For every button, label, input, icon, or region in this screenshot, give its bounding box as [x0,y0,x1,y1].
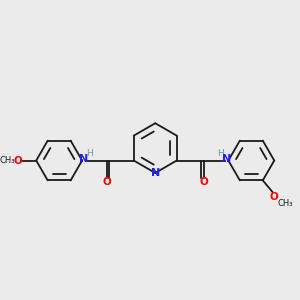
Text: O: O [14,155,22,166]
Text: H: H [218,149,224,158]
Text: CH₃: CH₃ [278,199,293,208]
Text: CH₃: CH₃ [0,156,15,165]
Text: O: O [199,178,208,188]
Text: O: O [270,192,279,202]
Text: N: N [80,154,88,164]
Text: N: N [222,154,231,164]
Text: O: O [103,178,111,188]
Text: N: N [151,168,160,178]
Text: H: H [86,149,93,158]
